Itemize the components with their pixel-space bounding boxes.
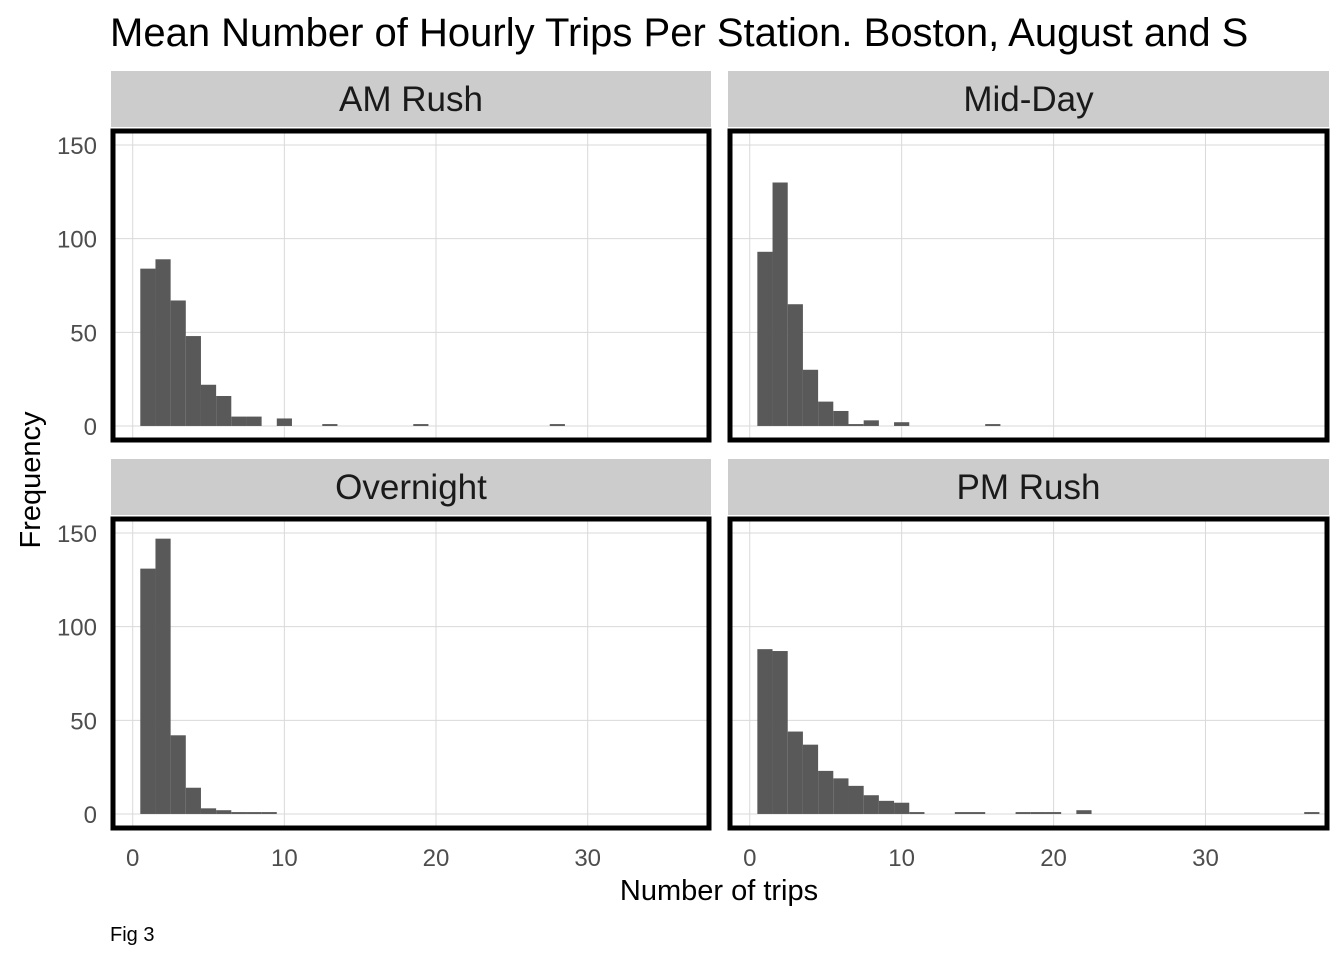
y-tick-label: 0 [84, 802, 97, 829]
histogram-bar [200, 808, 217, 814]
x-axis-title: Number of trips [620, 875, 818, 907]
x-tick-label: 20 [423, 845, 450, 872]
y-tick-label: 50 [70, 708, 97, 735]
histogram-bar [549, 424, 565, 426]
facet-strip-label: PM Rush [957, 468, 1101, 507]
histogram-bar [787, 731, 803, 814]
histogram-bar [772, 651, 788, 814]
histogram-bar [757, 251, 773, 426]
facet-strip [728, 71, 1329, 127]
histogram-bar [818, 401, 834, 426]
y-tick-label: 50 [70, 320, 97, 347]
panel-border [110, 128, 712, 443]
y-tick-label: 100 [57, 227, 97, 254]
histogram-bar [787, 304, 803, 426]
facet-panels: AM Rush Mid-Day Overnight PM Rush [110, 71, 1330, 831]
histogram-bar [848, 785, 864, 814]
histogram-bar [954, 812, 971, 814]
histogram-bar [155, 538, 171, 814]
histogram-bar [1030, 812, 1046, 814]
histogram-bar [757, 649, 773, 814]
y-tick-label: 150 [57, 133, 97, 160]
histogram-bar [772, 182, 788, 426]
histogram-bar [1304, 812, 1320, 814]
facet-strip-label: Overnight [335, 468, 487, 507]
x-tick-label: 0 [743, 845, 756, 872]
histogram-bar [246, 812, 262, 814]
panel-border [110, 516, 712, 831]
histogram-bar [1045, 812, 1062, 814]
histogram-bar [140, 268, 156, 426]
histogram-bar [802, 744, 819, 814]
histogram-bar [1015, 812, 1031, 814]
x-axis-ticks: 0 10 20 30 0 10 20 30 [126, 845, 1219, 872]
y-tick-label: 0 [84, 414, 97, 441]
histogram-bar [246, 416, 262, 426]
x-tick-label: 30 [574, 845, 601, 872]
histogram-bar [170, 735, 186, 814]
histogram-bar [818, 770, 834, 814]
histogram-bar [894, 802, 910, 814]
x-tick-label: 30 [1192, 845, 1219, 872]
facet-strip [111, 459, 711, 515]
histogram-bar [216, 395, 232, 426]
chart-title: Mean Number of Hourly Trips Per Station.… [110, 11, 1248, 55]
histogram-bar [413, 424, 429, 426]
facet-panel: AM Rush [110, 71, 712, 443]
panel-border [727, 128, 1330, 443]
histogram-bar [802, 369, 819, 426]
histogram-bar [276, 418, 292, 426]
figure-caption: Fig 3 [110, 924, 154, 946]
histogram-bar [155, 259, 171, 426]
facet-strip [111, 71, 711, 127]
histogram-bar [261, 812, 277, 814]
facet-panel: Mid-Day [727, 71, 1330, 443]
x-tick-label: 20 [1040, 845, 1067, 872]
histogram-bar [200, 384, 217, 426]
histogram-bar [894, 422, 910, 426]
histogram-bar [170, 300, 186, 426]
histogram-bar [140, 568, 156, 814]
histogram-bar [863, 420, 879, 426]
histogram-bar [1076, 810, 1092, 814]
facet-strip-label: Mid-Day [963, 80, 1094, 119]
facet-strip-label: AM Rush [339, 80, 483, 119]
x-tick-label: 0 [126, 845, 139, 872]
histogram-bar [833, 778, 849, 814]
y-tick-label: 100 [57, 615, 97, 642]
histogram-bar [833, 410, 849, 426]
histogram-bar [231, 812, 247, 814]
y-axis-title: Frequency [15, 411, 47, 549]
facet-strip [728, 459, 1329, 515]
x-tick-label: 10 [888, 845, 915, 872]
facet-panel: PM Rush [727, 459, 1330, 831]
histogram-bar [185, 787, 201, 814]
facet-panel: Overnight [110, 459, 712, 831]
histogram-bar [863, 795, 879, 814]
histogram-bar [216, 810, 232, 814]
panel-border [727, 516, 1330, 831]
histogram-bar [231, 416, 247, 426]
x-tick-label: 10 [271, 845, 298, 872]
histogram-bar [878, 800, 895, 814]
histogram-bar [322, 424, 338, 426]
y-tick-label: 150 [57, 521, 97, 548]
histogram-bar [848, 424, 864, 426]
histogram-bar [985, 424, 1001, 426]
histogram-bar [909, 812, 925, 814]
histogram-bar [970, 812, 986, 814]
y-axis-ticks: 0 50 100 150 0 50 100 150 [57, 133, 97, 829]
histogram-bar [185, 336, 201, 426]
